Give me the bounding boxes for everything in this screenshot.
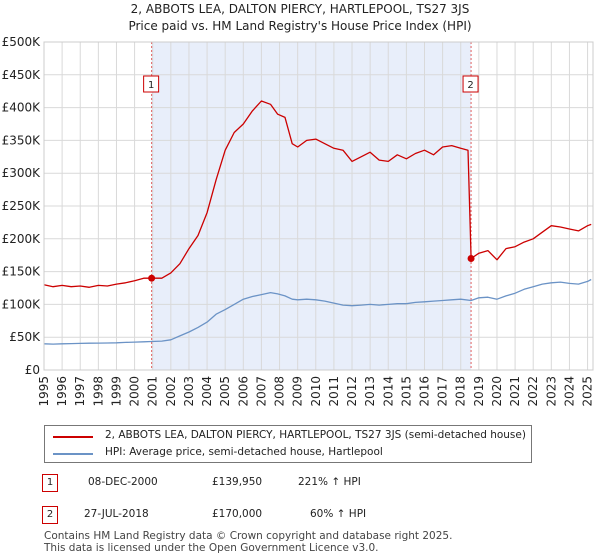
annotation-hpi-change: 221% ↑ HPI — [298, 476, 361, 488]
annotation-date: 27-JUL-2018 — [84, 508, 149, 520]
sale-marker-number: 2 — [467, 80, 473, 91]
x-tick-label: 2014 — [381, 376, 395, 407]
x-tick-label: 1995 — [37, 376, 51, 407]
x-tick-label: 2006 — [236, 376, 250, 407]
y-axis-ticks: £0 £50K £100K £150K £200K £250K £300K £350K £400… — [2, 35, 42, 377]
property-price-line — [43, 100, 592, 288]
y-tick-label: £200K — [2, 232, 42, 246]
x-tick-label: 2017 — [436, 376, 450, 407]
x-tick-label: 2013 — [363, 376, 377, 407]
y-tick-label: £350K — [2, 133, 42, 147]
x-tick-label: 1996 — [55, 376, 69, 407]
x-tick-label: 2008 — [273, 376, 287, 407]
x-tick-label: 2020 — [490, 376, 504, 407]
sale-marker-number: 1 — [148, 80, 154, 91]
x-tick-label: 2011 — [327, 376, 341, 407]
legend-swatch-hpi — [53, 453, 93, 455]
x-tick-label: 2024 — [562, 376, 576, 407]
plot-border — [43, 41, 594, 371]
legend-swatch-property — [53, 436, 93, 438]
x-axis-ticks: 1995 1996 1997 1998 1999 2000 2001 2002 2003 2004… — [37, 376, 595, 407]
y-tick-label: £50K — [9, 330, 41, 344]
x-tick-label: 2003 — [182, 376, 196, 407]
x-tick-label: 2018 — [454, 376, 468, 407]
legend-label-property: 2, ABBOTS LEA, DALTON PIERCY, HARTLEPOOL… — [105, 429, 526, 441]
x-tick-label: 2012 — [345, 376, 359, 407]
x-tick-label: 2023 — [544, 376, 558, 407]
y-tick-label: £450K — [2, 68, 42, 82]
annotation-date: 08-DEC-2000 — [88, 476, 158, 488]
x-tick-label: 2001 — [146, 376, 160, 407]
y-tick-label: £400K — [2, 101, 42, 115]
chart-subtitle: Price paid vs. HM Land Registry's House … — [128, 19, 472, 33]
sale-points — [148, 254, 475, 282]
x-tick-label: 2016 — [417, 376, 431, 407]
x-tick-label: 2015 — [399, 376, 413, 407]
x-tick-label: 2019 — [472, 376, 486, 407]
x-tick-label: 2005 — [218, 376, 232, 407]
x-tick-label: 2025 — [581, 376, 595, 407]
gridlines — [43, 41, 593, 371]
y-tick-label: £0 — [25, 363, 40, 377]
y-tick-label: £500K — [2, 35, 42, 49]
hpi-line — [43, 278, 592, 345]
x-tick-label: 2002 — [164, 376, 178, 407]
sale-marker-box — [462, 75, 479, 93]
legend: 2, ABBOTS LEA, DALTON PIERCY, HARTLEPOOL… — [44, 425, 532, 463]
y-tick-label: £250K — [2, 199, 42, 213]
x-tick-label: 1998 — [91, 376, 105, 407]
sale-point — [467, 254, 475, 262]
sale-point — [148, 274, 156, 282]
chart-title: 2, ABBOTS LEA, DALTON PIERCY, HARTLEPOOL… — [130, 2, 470, 16]
y-tick-label: £150K — [2, 265, 42, 279]
annotation-price: £170,000 — [212, 508, 263, 520]
x-tick-label: 2000 — [128, 376, 142, 407]
annotation-hpi-change: 60% ↑ HPI — [310, 508, 367, 520]
x-tick-label: 2004 — [200, 376, 214, 407]
x-tick-label: 2009 — [291, 376, 305, 407]
series-lines — [43, 100, 592, 345]
x-tick-label: 2010 — [309, 376, 323, 407]
footer-licence: This data is licensed under the Open Gov… — [44, 542, 379, 554]
annotation-number-box: 2 — [42, 506, 58, 524]
x-tick-label: 1999 — [109, 376, 123, 407]
annotation-price: £139,950 — [212, 476, 263, 488]
y-tick-label: £300K — [2, 166, 42, 180]
footer-copyright: Contains HM Land Registry data © Crown c… — [44, 530, 453, 542]
legend-label-hpi: HPI: Average price, semi-detached house,… — [105, 446, 383, 458]
x-tick-label: 2022 — [526, 376, 540, 407]
x-tick-label: 1997 — [73, 376, 87, 407]
y-tick-label: £100K — [2, 297, 42, 311]
sale-marker-lines — [151, 42, 472, 370]
annotation-number-box: 1 — [42, 474, 58, 492]
x-tick-label: 2007 — [254, 376, 268, 407]
x-tick-label: 2021 — [508, 376, 522, 407]
sale-marker-box — [143, 75, 160, 93]
